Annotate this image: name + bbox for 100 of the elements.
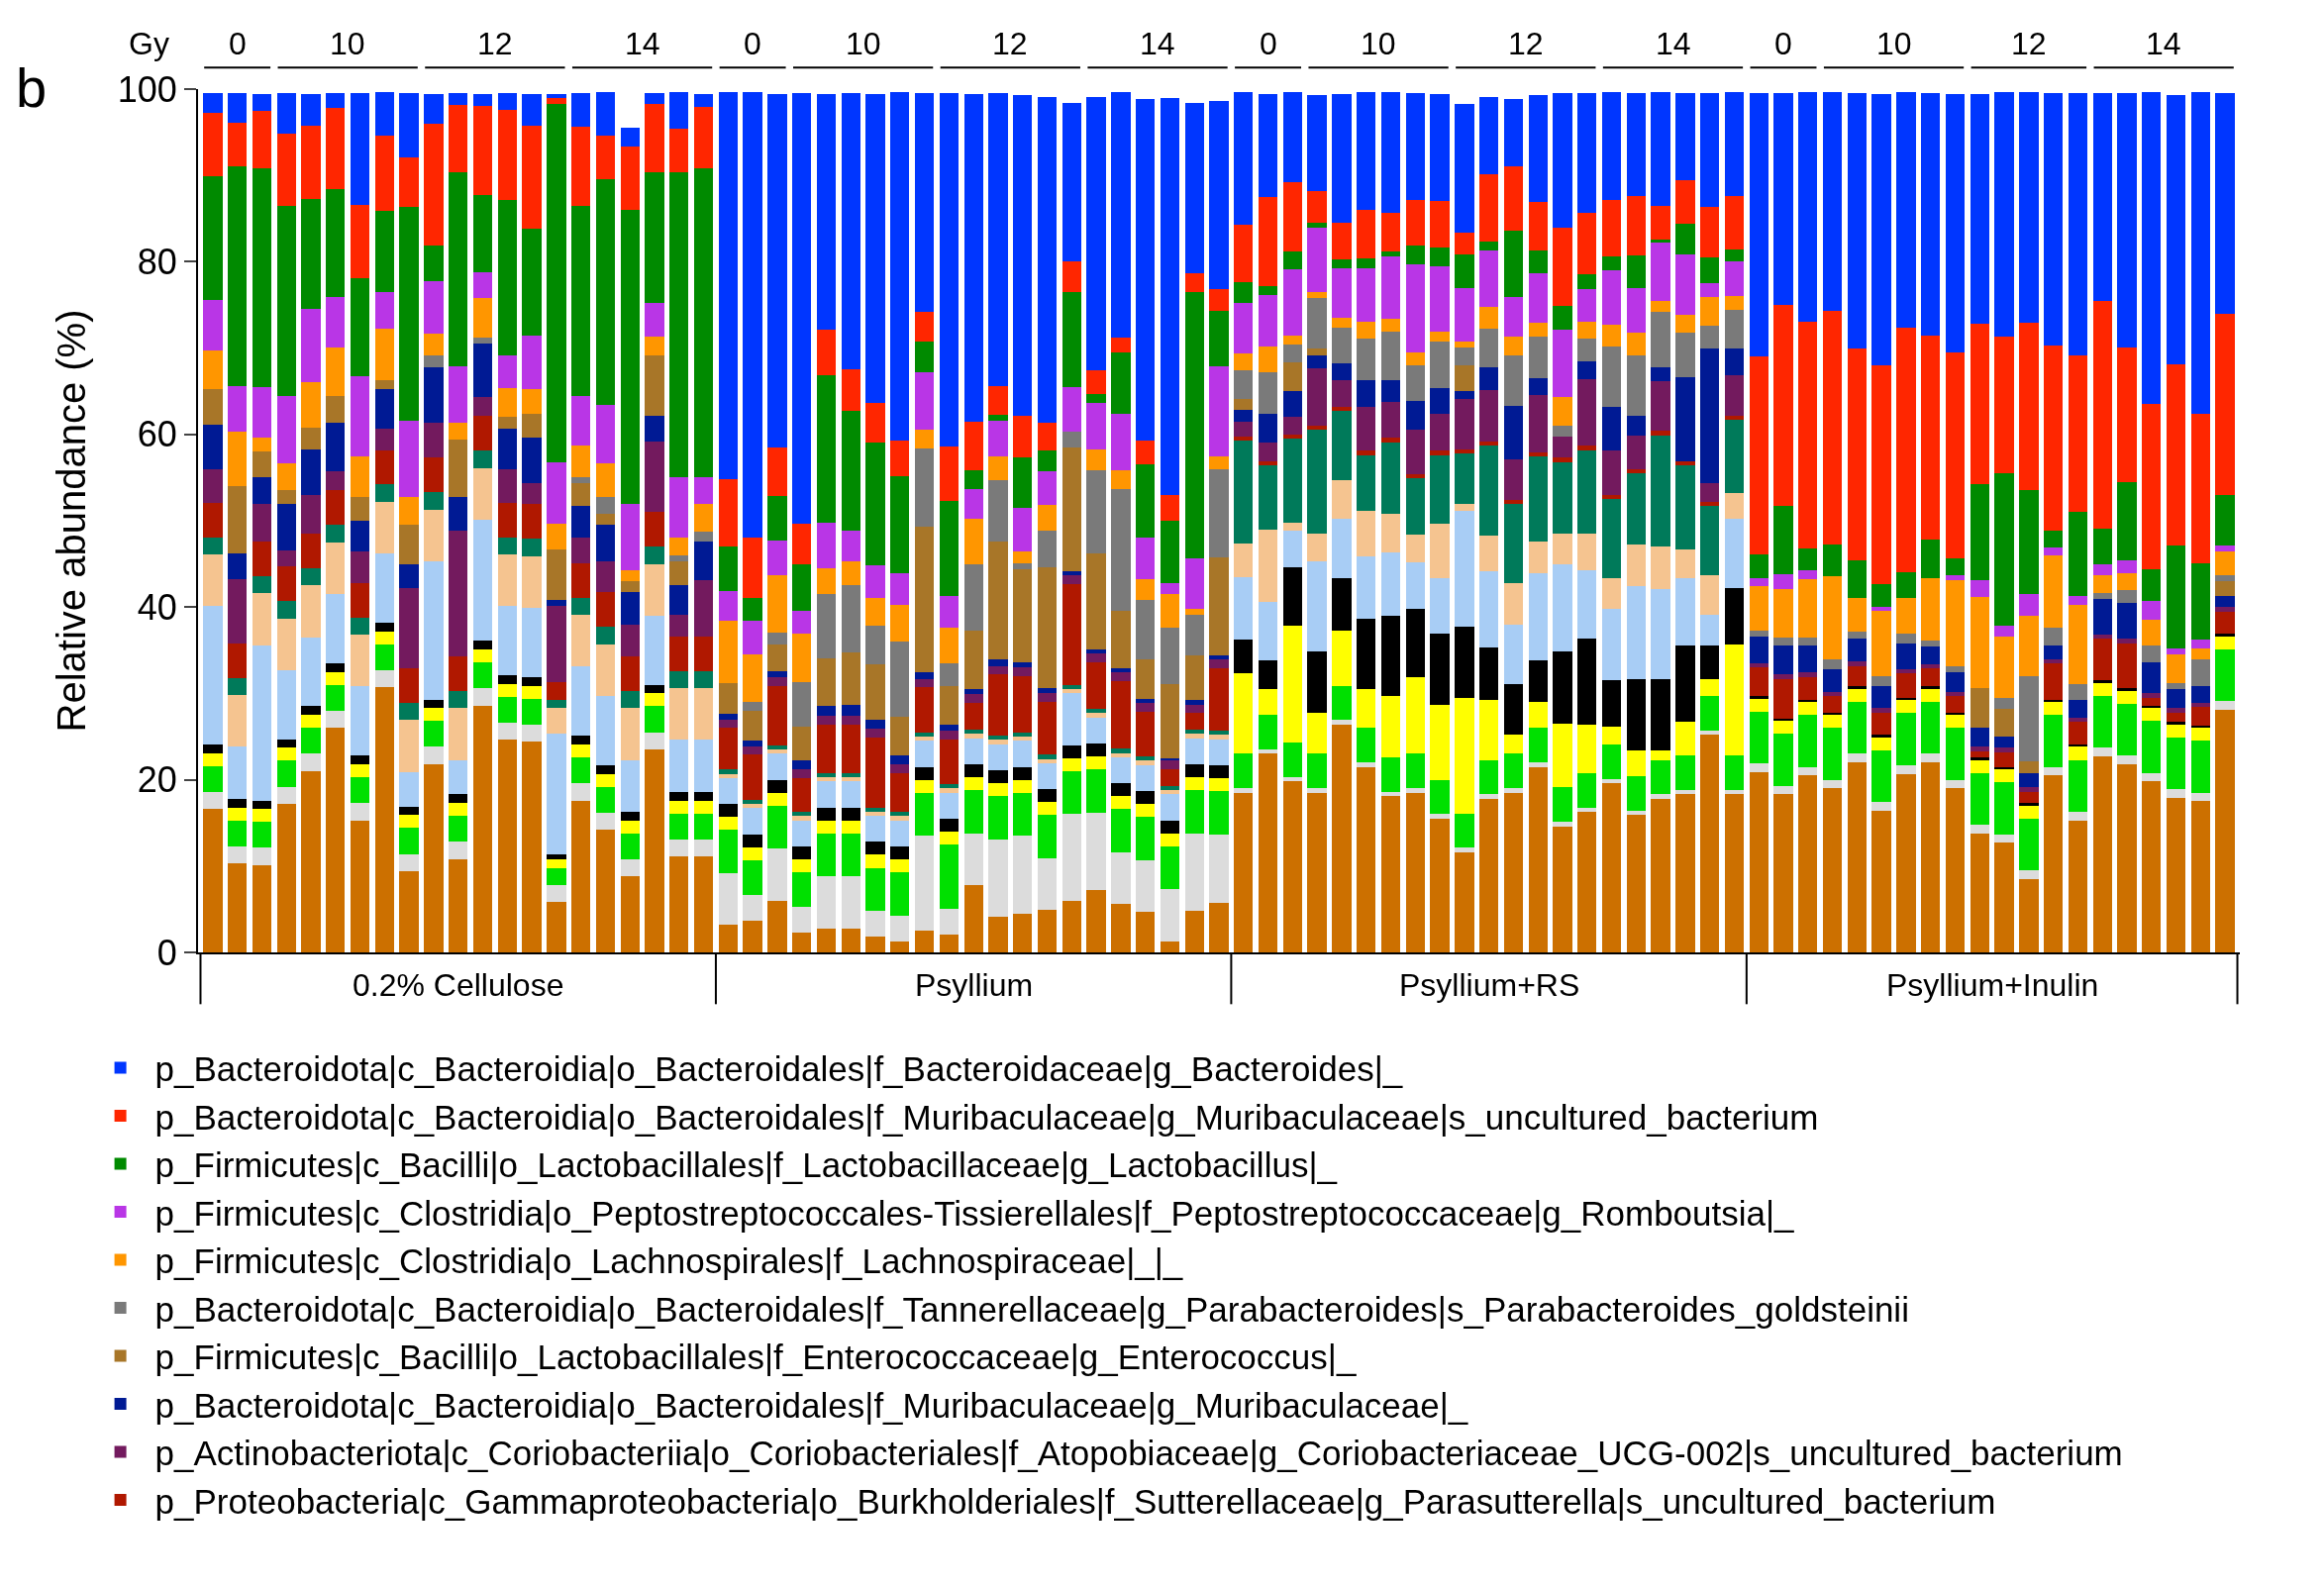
bar	[1601, 325, 1622, 347]
bar	[1160, 521, 1180, 583]
bar	[1896, 327, 1916, 573]
bar	[374, 622, 395, 632]
bar	[1234, 282, 1254, 304]
bar	[1209, 556, 1229, 656]
bar	[522, 94, 542, 126]
bar	[1013, 95, 1033, 417]
bar	[669, 538, 689, 555]
bar	[399, 525, 419, 564]
bar	[1307, 792, 1327, 952]
bar	[301, 728, 321, 754]
bar	[1528, 762, 1548, 767]
bar	[718, 621, 738, 683]
bar	[1357, 322, 1376, 340]
bar	[326, 490, 346, 526]
bar	[424, 366, 444, 424]
bar	[767, 900, 787, 952]
bar	[1013, 568, 1033, 663]
text: 0	[1774, 26, 1792, 61]
bar	[890, 772, 910, 812]
bar	[1258, 660, 1278, 690]
bar	[570, 615, 591, 667]
bar	[1724, 310, 1745, 349]
bar	[1553, 330, 1572, 398]
bar	[350, 375, 370, 457]
bar	[547, 867, 566, 885]
bar	[1970, 728, 1989, 747]
bar	[1282, 391, 1303, 418]
bar	[1724, 644, 1745, 756]
bar	[1184, 734, 1204, 739]
bar	[1478, 759, 1499, 795]
bar	[1258, 94, 1278, 197]
bar	[1405, 753, 1425, 789]
bar	[914, 741, 935, 767]
bar	[570, 756, 591, 784]
bar	[1945, 94, 1966, 352]
bar	[374, 136, 395, 211]
bar	[472, 450, 493, 468]
bar	[1405, 365, 1425, 401]
bar	[1307, 788, 1327, 793]
bar	[914, 93, 935, 312]
bar	[1945, 351, 1966, 558]
bar	[1380, 401, 1401, 439]
bar	[497, 683, 517, 697]
bar	[1307, 298, 1327, 349]
bar	[1553, 822, 1572, 827]
bar	[645, 749, 664, 952]
bar	[1282, 269, 1303, 336]
bar	[890, 816, 910, 821]
bar	[497, 740, 517, 952]
text: 10	[1361, 26, 1396, 61]
bar	[1651, 300, 1670, 312]
bar	[374, 687, 395, 952]
bar	[743, 598, 762, 622]
bar	[1258, 442, 1278, 461]
bar	[1061, 814, 1081, 901]
bar	[743, 621, 762, 655]
bar	[1455, 347, 1474, 366]
bar	[301, 637, 321, 707]
bar	[1577, 772, 1597, 808]
bar	[1209, 311, 1229, 366]
bar	[522, 125, 542, 230]
bar	[276, 134, 296, 206]
bar	[301, 94, 321, 126]
bar	[595, 773, 616, 787]
bar	[1332, 318, 1352, 328]
bar	[374, 449, 395, 485]
bar	[1332, 519, 1352, 578]
bar	[570, 800, 591, 952]
bar	[399, 93, 419, 157]
bar	[1258, 285, 1278, 296]
bar	[1577, 449, 1597, 535]
bar	[743, 92, 762, 538]
bar	[301, 753, 321, 771]
bar	[1430, 779, 1450, 815]
bar	[1700, 645, 1720, 680]
bar	[595, 525, 616, 561]
bar	[1749, 586, 1768, 631]
bar	[1528, 573, 1548, 661]
bar	[1503, 231, 1524, 298]
bar	[890, 858, 910, 872]
bar	[816, 330, 837, 375]
bar	[841, 820, 860, 834]
bar	[424, 94, 444, 124]
bar	[227, 553, 248, 580]
bar	[252, 809, 272, 823]
bar	[2092, 599, 2112, 636]
bar	[276, 396, 296, 464]
bar	[1061, 386, 1081, 433]
bar	[743, 859, 762, 895]
bar	[1455, 232, 1474, 254]
bar	[547, 606, 566, 683]
bar	[1135, 912, 1156, 952]
bar	[1724, 790, 1745, 795]
bar	[988, 736, 1008, 741]
bar	[890, 440, 910, 476]
bar	[1478, 535, 1499, 572]
bar	[252, 94, 272, 111]
bar	[1234, 370, 1254, 400]
